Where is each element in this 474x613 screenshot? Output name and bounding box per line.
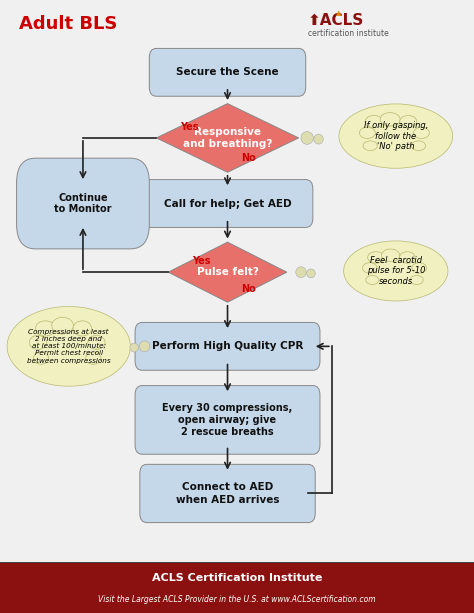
Ellipse shape	[366, 275, 379, 284]
Text: Adult BLS: Adult BLS	[19, 15, 118, 33]
Ellipse shape	[52, 318, 73, 334]
Text: If only gasping,
follow the
'No' path: If only gasping, follow the 'No' path	[364, 121, 428, 151]
Ellipse shape	[139, 341, 150, 352]
Ellipse shape	[400, 115, 417, 128]
Ellipse shape	[307, 269, 315, 278]
Ellipse shape	[413, 128, 429, 139]
FancyBboxPatch shape	[135, 322, 320, 370]
Ellipse shape	[380, 113, 400, 126]
Ellipse shape	[365, 115, 383, 128]
Ellipse shape	[344, 241, 448, 301]
Polygon shape	[156, 104, 299, 172]
Text: ⬆ACLS: ⬆ACLS	[308, 13, 365, 28]
Ellipse shape	[382, 249, 400, 262]
Text: Secure the Scene: Secure the Scene	[176, 67, 279, 77]
Text: certification institute: certification institute	[308, 29, 389, 39]
Text: Responsive
and breathing?: Responsive and breathing?	[183, 127, 272, 149]
Ellipse shape	[36, 321, 55, 336]
Ellipse shape	[368, 252, 384, 263]
Text: Connect to AED
when AED arrives: Connect to AED when AED arrives	[176, 482, 279, 504]
Text: Compressions at least
2 inches deep and
at least 100/minute;
Permit chest recoil: Compressions at least 2 inches deep and …	[27, 329, 110, 364]
Ellipse shape	[33, 352, 49, 364]
FancyBboxPatch shape	[17, 158, 149, 249]
Text: No: No	[241, 284, 256, 294]
Text: Feel  carotid
pulse for 5-10
seconds: Feel carotid pulse for 5-10 seconds	[366, 256, 425, 286]
Ellipse shape	[88, 335, 105, 349]
Ellipse shape	[363, 263, 377, 273]
Text: Call for help; Get AED: Call for help; Get AED	[164, 199, 292, 208]
Ellipse shape	[359, 128, 375, 139]
Ellipse shape	[314, 134, 323, 144]
Text: ▲: ▲	[336, 10, 342, 16]
Text: ACLS Certification Institute: ACLS Certification Institute	[152, 573, 322, 583]
Text: No: No	[241, 153, 256, 162]
Ellipse shape	[7, 306, 130, 386]
Polygon shape	[168, 242, 287, 302]
Text: Every 30 compressions,
open airway; give
2 rescue breaths: Every 30 compressions, open airway; give…	[163, 403, 292, 437]
Text: Yes: Yes	[180, 122, 199, 132]
Text: Visit the Largest ACLS Provider in the U.S. at www.ACLScertification.com: Visit the Largest ACLS Provider in the U…	[98, 595, 376, 604]
Ellipse shape	[296, 267, 306, 278]
Ellipse shape	[363, 141, 377, 151]
Ellipse shape	[400, 252, 415, 263]
Text: Yes: Yes	[192, 256, 211, 266]
Ellipse shape	[411, 141, 426, 151]
Ellipse shape	[86, 352, 101, 364]
Ellipse shape	[410, 275, 423, 284]
FancyBboxPatch shape	[149, 48, 306, 96]
FancyBboxPatch shape	[140, 465, 315, 522]
Ellipse shape	[130, 343, 138, 352]
FancyBboxPatch shape	[142, 180, 313, 227]
FancyBboxPatch shape	[135, 386, 320, 454]
Text: Perform High Quality CPR: Perform High Quality CPR	[152, 341, 303, 351]
Ellipse shape	[339, 104, 453, 168]
Ellipse shape	[301, 132, 313, 144]
Ellipse shape	[73, 321, 91, 336]
FancyBboxPatch shape	[0, 563, 474, 613]
Text: Continue
to Monitor: Continue to Monitor	[54, 192, 112, 215]
Text: Pulse felt?: Pulse felt?	[197, 267, 258, 277]
Ellipse shape	[29, 335, 46, 349]
Ellipse shape	[412, 263, 427, 273]
